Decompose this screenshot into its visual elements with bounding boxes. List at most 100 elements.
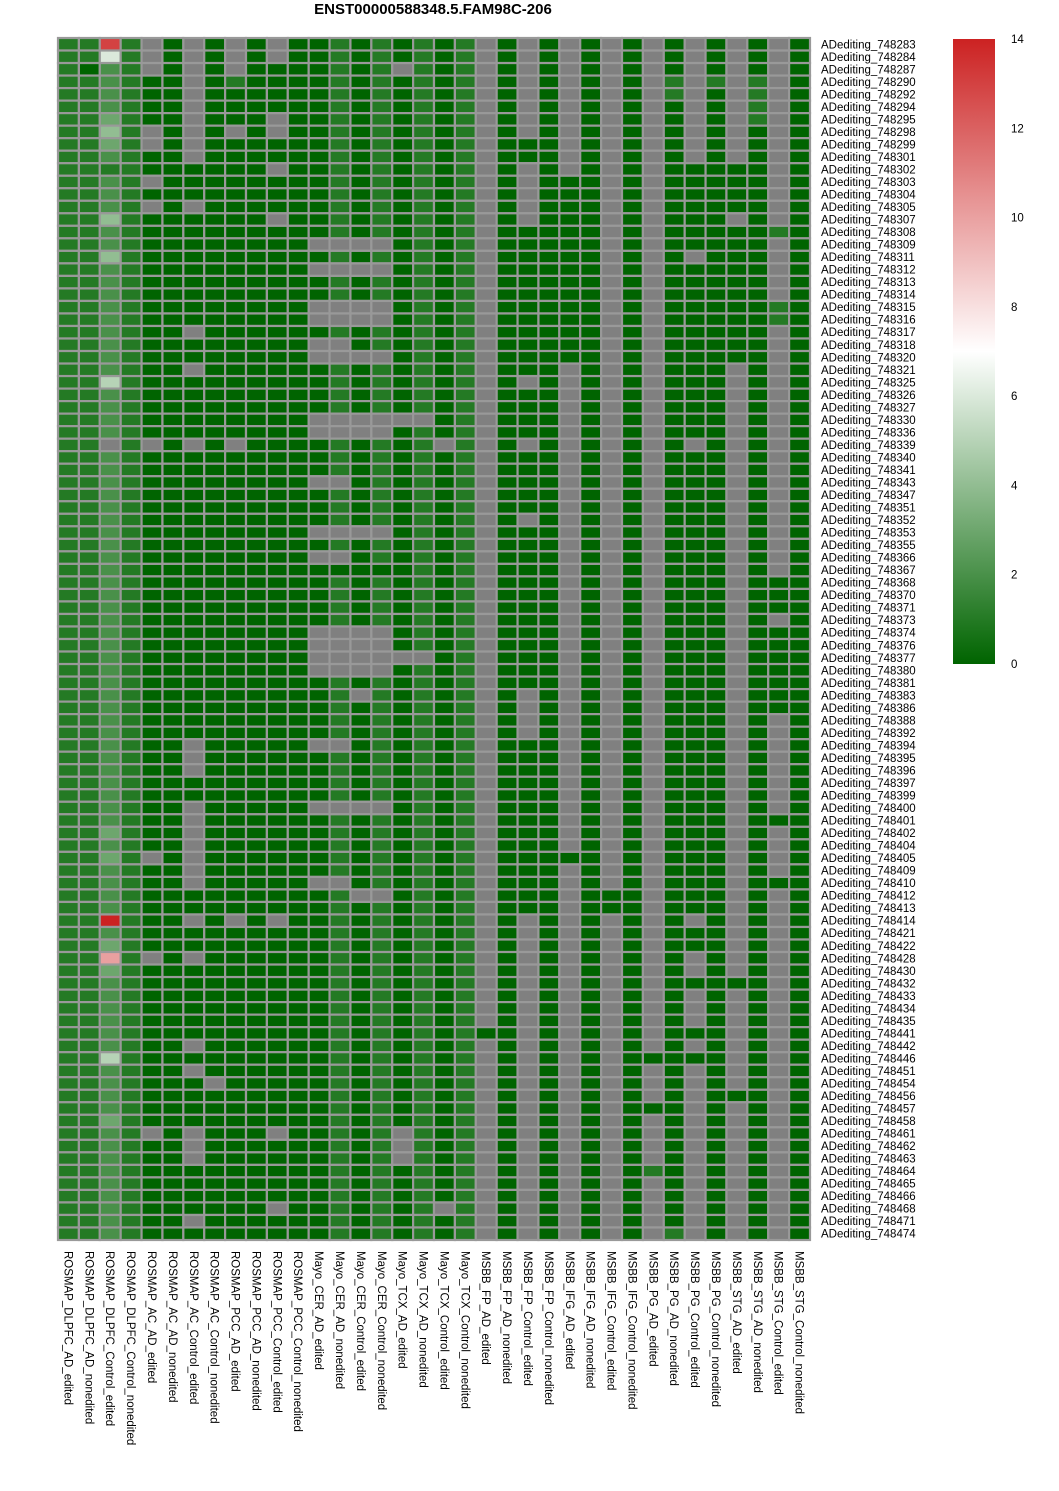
- heatmap-cell: [558, 274, 582, 290]
- heatmap-cell: [746, 1188, 770, 1204]
- heatmap-cell: [662, 888, 686, 904]
- heatmap-cell: [516, 99, 540, 115]
- heatmap-cell: [579, 249, 603, 265]
- heatmap-cell: [391, 1051, 415, 1066]
- heatmap-cell: [203, 1051, 227, 1066]
- heatmap-cell: [516, 174, 540, 190]
- heatmap-cell: [683, 437, 707, 453]
- row-label: ADediting_748402: [821, 828, 916, 840]
- heatmap-cell: [56, 600, 80, 616]
- heatmap-cell: [620, 587, 644, 603]
- heatmap-cell: [307, 1176, 331, 1192]
- heatmap-cell: [391, 299, 415, 315]
- heatmap-cell: [579, 575, 603, 591]
- heatmap-cell: [286, 1151, 310, 1166]
- heatmap-cell: [767, 49, 791, 65]
- heatmap-cell: [558, 525, 582, 540]
- heatmap-cell: [140, 600, 164, 616]
- heatmap-cell: [140, 863, 164, 879]
- heatmap-cell: [265, 875, 289, 891]
- heatmap-cell: [98, 74, 122, 90]
- heatmap-cell: [641, 788, 665, 803]
- heatmap-cell: [788, 249, 812, 265]
- heatmap-cell: [349, 512, 373, 528]
- heatmap-cell: [579, 763, 603, 778]
- heatmap-cell: [620, 462, 644, 478]
- heatmap-cell: [265, 99, 289, 115]
- heatmap-cell: [746, 249, 770, 265]
- heatmap-cell: [537, 612, 561, 628]
- heatmap-cell: [746, 562, 770, 578]
- heatmap-cell: [140, 525, 164, 540]
- heatmap-cell: [662, 1101, 686, 1116]
- heatmap-cell: [412, 788, 436, 803]
- heatmap-cell: [767, 287, 791, 303]
- heatmap-cell: [203, 86, 227, 102]
- heatmap-cell: [683, 249, 707, 265]
- heatmap-cell: [788, 61, 812, 77]
- heatmap-cell: [286, 975, 310, 991]
- heatmap-cell: [182, 950, 206, 966]
- heatmap-cell: [140, 475, 164, 490]
- colorbar-tick-label: 0: [1011, 659, 1017, 671]
- heatmap-cell: [662, 1051, 686, 1066]
- heatmap-cell: [328, 1226, 352, 1242]
- heatmap-cell: [537, 199, 561, 215]
- heatmap-cell: [203, 963, 227, 979]
- heatmap-cell: [767, 1126, 791, 1141]
- heatmap-cell: [725, 1063, 749, 1079]
- heatmap-cell: [537, 775, 561, 791]
- heatmap-cell: [704, 74, 728, 90]
- heatmap-cell: [495, 287, 519, 303]
- heatmap-cell: [453, 612, 477, 628]
- heatmap-cell: [203, 36, 227, 52]
- heatmap-cell: [77, 487, 101, 503]
- heatmap-cell: [307, 562, 331, 578]
- heatmap-cell: [286, 1000, 310, 1016]
- heatmap-cell: [620, 575, 644, 591]
- heatmap-cell: [77, 738, 101, 753]
- heatmap-cell: [704, 637, 728, 653]
- heatmap-cell: [579, 362, 603, 378]
- heatmap-cell: [370, 850, 394, 866]
- heatmap-cell: [620, 124, 644, 140]
- heatmap-cell: [767, 387, 791, 403]
- heatmap-cell: [495, 99, 519, 115]
- heatmap-cell: [224, 775, 248, 791]
- heatmap-cell: [662, 112, 686, 127]
- heatmap-cell: [140, 813, 164, 828]
- heatmap-cell: [77, 713, 101, 728]
- heatmap-cell: [140, 1213, 164, 1229]
- heatmap-cell: [600, 863, 624, 879]
- heatmap-cell: [98, 575, 122, 591]
- heatmap-cell: [370, 362, 394, 378]
- heatmap-cell: [683, 262, 707, 278]
- column-label: MSBB_STG_AD_edited: [730, 1251, 742, 1374]
- heatmap-cell: [307, 675, 331, 691]
- heatmap-cell: [725, 1151, 749, 1166]
- heatmap-cell: [725, 650, 749, 666]
- heatmap-cell: [579, 650, 603, 666]
- heatmap-cell: [516, 1138, 540, 1154]
- heatmap-cell: [767, 1076, 791, 1091]
- heatmap-cell: [224, 625, 248, 641]
- heatmap-cell: [767, 74, 791, 90]
- heatmap-cell: [432, 349, 456, 365]
- heatmap-cell: [537, 863, 561, 879]
- heatmap-cell: [620, 550, 644, 565]
- heatmap-cell: [662, 412, 686, 428]
- heatmap-cell: [495, 988, 519, 1004]
- heatmap-cell: [704, 687, 728, 703]
- heatmap-cell: [516, 112, 540, 127]
- heatmap-cell: [182, 1076, 206, 1091]
- heatmap-cell: [370, 249, 394, 265]
- heatmap-cell: [265, 1213, 289, 1229]
- heatmap-cell: [432, 813, 456, 828]
- heatmap-cell: [77, 174, 101, 190]
- heatmap-cell: [662, 475, 686, 490]
- heatmap-cell: [495, 1201, 519, 1217]
- heatmap-cell: [98, 700, 122, 716]
- heatmap-cell: [328, 512, 352, 528]
- heatmap-cell: [98, 900, 122, 916]
- heatmap-cell: [600, 224, 624, 240]
